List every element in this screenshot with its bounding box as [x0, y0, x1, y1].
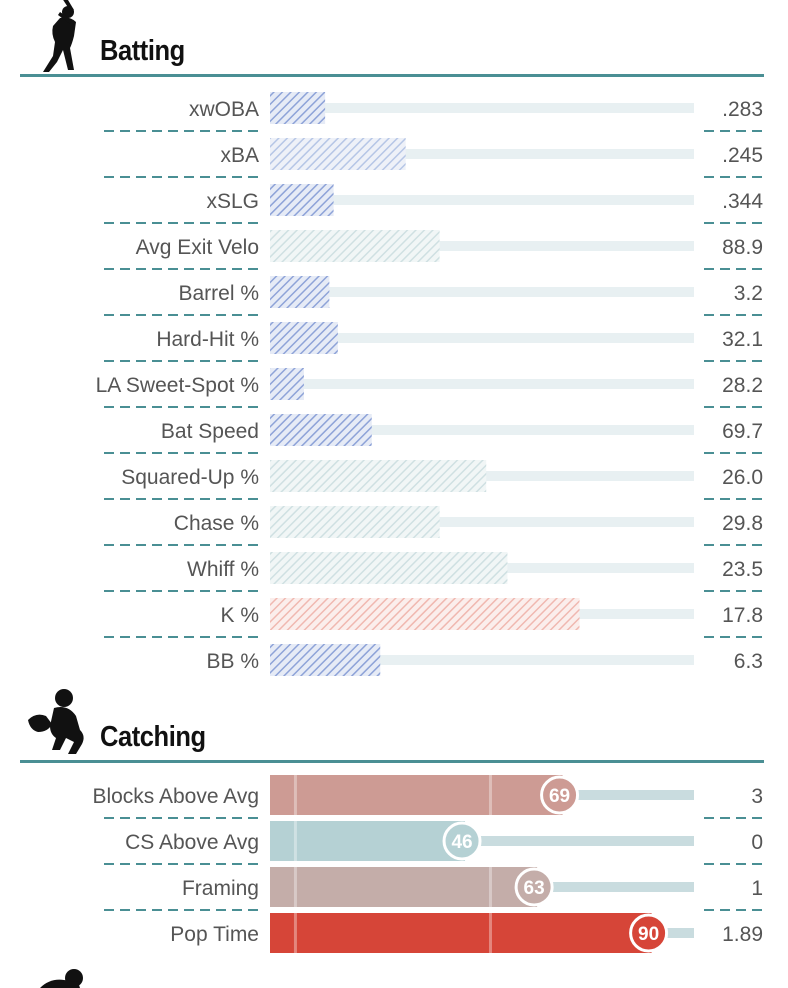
batting-track [270, 241, 694, 251]
batting-stat-label: LA Sweet-Spot % [96, 374, 259, 397]
percentile-label: 69 [549, 786, 570, 807]
catching-rows: Blocks Above Avg 69 3 CS Above Avg 46 0 Framin… [92, 775, 763, 953]
batting-percentile-bar [270, 598, 580, 630]
batting-stat-label: Avg Exit Velo [136, 236, 259, 259]
batting-stat-value: 29.8 [722, 512, 763, 535]
batting-stat-value: 88.9 [722, 236, 763, 259]
batting-stat-label: K % [220, 604, 259, 627]
catching-percentile-bar [270, 775, 563, 815]
batting-stat-value: 26.0 [722, 466, 763, 489]
catching-stat-label: Pop Time [170, 923, 259, 946]
batting-stat-value: 69.7 [722, 420, 763, 443]
batting-track [270, 103, 694, 113]
batting-stat-label: Bat Speed [161, 420, 259, 443]
batting-stat-label: xBA [220, 144, 259, 167]
batting-track [270, 333, 694, 343]
batting-stat-value: .344 [722, 190, 763, 213]
catching-stat-label: CS Above Avg [125, 831, 259, 854]
batting-row-1: xBA .245 [104, 138, 763, 178]
catching-title: Catching [100, 721, 206, 753]
catching-stat-value: 1 [751, 877, 763, 900]
batting-percentile-bar [270, 414, 372, 446]
batting-track [270, 655, 694, 665]
batting-track [270, 195, 694, 205]
batting-row-5: Hard-Hit % 32.1 [104, 322, 763, 362]
percentile-bubble [540, 775, 580, 815]
catching-track [270, 836, 694, 846]
catching-stat-value: 0 [751, 831, 763, 854]
catching-stat-label: Framing [182, 877, 259, 900]
batting-percentile-bar [270, 644, 381, 676]
batting-stat-value: .245 [722, 144, 763, 167]
batting-percentile-bar [270, 552, 508, 584]
batting-percentile-bar [270, 368, 304, 400]
batting-row-9: Chase % 29.8 [104, 506, 763, 546]
batting-percentile-bar [270, 276, 330, 308]
batting-track [270, 517, 694, 527]
batting-percentile-bar [270, 460, 487, 492]
batting-rows: xwOBA .283 xBA .245 xSLG .344 Avg Exit Velo 88.… [96, 92, 763, 676]
catching-row-0: Blocks Above Avg 69 3 [92, 775, 763, 819]
percentile-label: 90 [638, 924, 659, 945]
batting-stat-value: 3.2 [734, 282, 763, 305]
percentile-bubble [442, 821, 482, 861]
catching-row-3: Pop Time 90 1.89 [170, 913, 763, 953]
batting-percentile-bar [270, 184, 334, 216]
batting-percentile-bar [270, 138, 406, 170]
catching-percentile-bar [270, 867, 538, 907]
catcher-silhouette-icon [28, 689, 84, 754]
batting-row-12: BB % 6.3 [206, 644, 763, 676]
catching-stat-label: Blocks Above Avg [92, 785, 259, 808]
batting-stat-value: 28.2 [722, 374, 763, 397]
batting-stat-label: Barrel % [178, 282, 259, 305]
percentile-label: 63 [524, 878, 545, 899]
batting-percentile-bar [270, 506, 440, 538]
batting-track [270, 149, 694, 159]
percentile-bubble [514, 867, 554, 907]
percentile-label: 46 [451, 832, 472, 853]
batting-row-7: Bat Speed 69.7 [104, 414, 763, 454]
batting-track [270, 379, 694, 389]
batter-silhouette-icon [43, 0, 76, 72]
batting-title: Batting [100, 35, 185, 67]
batting-percentile-bar [270, 230, 440, 262]
batting-stat-value: 32.1 [722, 328, 763, 351]
batting-stat-label: Whiff % [187, 558, 259, 581]
batting-stat-label: Squared-Up % [121, 466, 259, 489]
batting-row-2: xSLG .344 [104, 184, 763, 224]
batting-row-6: LA Sweet-Spot % 28.2 [96, 368, 763, 408]
batting-row-3: Avg Exit Velo 88.9 [104, 230, 763, 270]
catching-section-header: Catching [20, 686, 764, 763]
catching-row-1: CS Above Avg 46 0 [104, 821, 763, 865]
batting-stat-value: 6.3 [734, 650, 763, 673]
batting-stat-label: BB % [206, 650, 259, 673]
batting-section-header: Batting [20, 0, 764, 77]
batting-stat-label: Hard-Hit % [156, 328, 259, 351]
batting-percentile-bar [270, 322, 338, 354]
catching-percentile-bar [270, 913, 652, 953]
catching-row-2: Framing 63 1 [104, 867, 763, 911]
batting-stat-value: 23.5 [722, 558, 763, 581]
batting-row-8: Squared-Up % 26.0 [104, 460, 763, 500]
batting-track [270, 425, 694, 435]
catching-percentile-bar [270, 821, 466, 861]
batting-track [270, 287, 694, 297]
batting-stat-value: .283 [722, 98, 763, 121]
batting-row-10: Whiff % 23.5 [104, 552, 763, 592]
batting-stat-label: Chase % [174, 512, 259, 535]
batting-stat-label: xSLG [206, 190, 259, 213]
batting-row-4: Barrel % 3.2 [104, 276, 763, 316]
percentile-bubble [629, 913, 669, 953]
catching-stat-value: 1.89 [722, 923, 763, 946]
batting-row-0: xwOBA .283 [104, 92, 763, 132]
batting-stat-label: xwOBA [189, 98, 259, 121]
batting-percentile-bar [270, 92, 326, 124]
batting-row-11: K % 17.8 [104, 598, 763, 638]
fielder-silhouette-icon [40, 969, 83, 988]
batting-stat-value: 17.8 [722, 604, 763, 627]
catching-stat-value: 3 [751, 785, 763, 808]
